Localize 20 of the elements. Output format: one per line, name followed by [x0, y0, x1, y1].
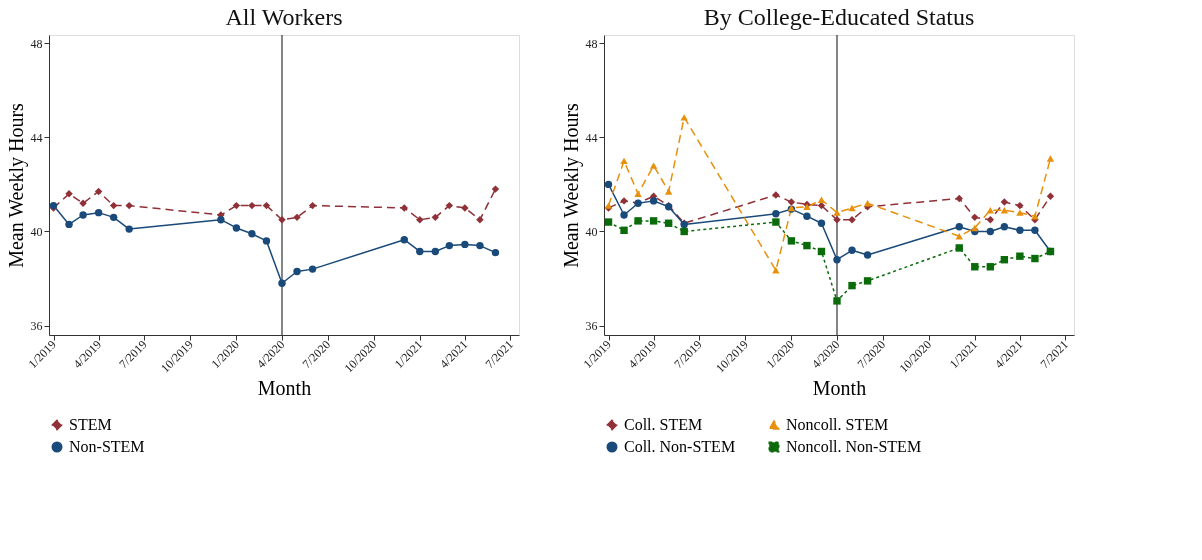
chart-title: All Workers	[225, 4, 343, 31]
x-axis-title: Month	[812, 376, 867, 399]
legend-label: Coll. Non-STEM	[624, 438, 736, 455]
y-tick-label: 40	[30, 224, 43, 239]
y-tick-label: 44	[30, 130, 43, 145]
legend-label: Non-STEM	[69, 438, 145, 455]
y-tick-label: 36	[30, 319, 43, 334]
chart-title: By College-Educated Status	[703, 4, 975, 31]
y-tick-label: 40	[585, 224, 598, 239]
x-axis-title: Month	[257, 376, 312, 399]
y-tick-label: 36	[585, 319, 598, 334]
legend-label: Noncoll. Non-STEM	[786, 438, 922, 455]
legend-label: Coll. STEM	[624, 416, 703, 433]
legend-label: Noncoll. STEM	[786, 416, 889, 433]
y-tick-label: 48	[30, 36, 43, 51]
y-tick-label: 44	[585, 130, 598, 145]
y-tick-label: 48	[585, 36, 598, 51]
legend-label: STEM	[69, 416, 112, 433]
y-axis-title: Mean Weekly Hours	[559, 102, 583, 268]
y-axis-title: Mean Weekly Hours	[4, 102, 28, 268]
